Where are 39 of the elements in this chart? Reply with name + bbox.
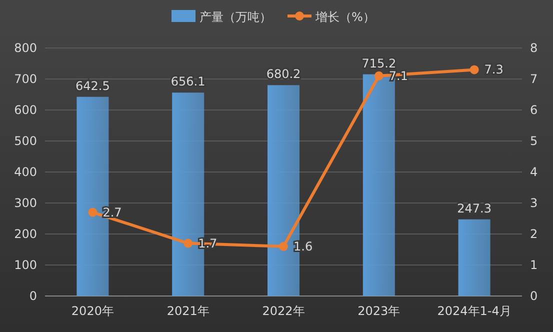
y-tick-label: 500 — [14, 134, 37, 148]
y2-tick-label: 1 — [530, 258, 538, 272]
y-tick-label: 200 — [14, 227, 37, 241]
data-label: 715.2 — [362, 56, 396, 70]
data-label: 656.1 — [170, 74, 206, 89]
point — [279, 242, 288, 251]
data-label: 642.5 — [76, 78, 110, 93]
y2-tick-label: 4 — [530, 165, 538, 179]
point — [470, 65, 479, 74]
y2-tick-label: 8 — [530, 41, 538, 55]
data-label: 7.1 — [388, 68, 408, 83]
x-tick-label: 2024年1-4月 — [437, 304, 512, 318]
data-label: 247.3 — [457, 201, 492, 216]
bar — [458, 219, 490, 296]
y2-tick-label: 6 — [530, 103, 538, 117]
legend-label: 产量（万吨） — [200, 10, 272, 24]
data-label: 1.7 — [198, 236, 218, 250]
y2-tick-label: 5 — [530, 134, 538, 148]
y2-tick-label: 7 — [530, 72, 538, 86]
x-tick-label: 2021年 — [166, 304, 210, 318]
point — [374, 71, 384, 80]
y-tick-label: 600 — [14, 103, 37, 117]
y-tick-label: 100 — [14, 258, 37, 272]
y-tick-label: 400 — [14, 165, 37, 179]
legend-label: 增长（%） — [314, 10, 375, 24]
y-tick-label: 700 — [14, 72, 37, 86]
y-tick-label: 0 — [29, 289, 37, 303]
x-tick-label: 2020年 — [71, 304, 114, 318]
y2-tick-label: 2 — [530, 227, 538, 241]
y-tick-label: 800 — [14, 41, 37, 55]
y2-tick-label: 0 — [530, 289, 538, 303]
y2-tick-label: 3 — [530, 196, 538, 210]
x-tick-label: 2022年 — [262, 304, 305, 318]
point — [184, 238, 193, 248]
data-label: 680.2 — [266, 67, 301, 82]
data-label: 7.3 — [484, 62, 504, 77]
x-tick-label: 2023年 — [358, 304, 400, 318]
y-tick-label: 300 — [14, 196, 37, 210]
point — [88, 208, 98, 217]
